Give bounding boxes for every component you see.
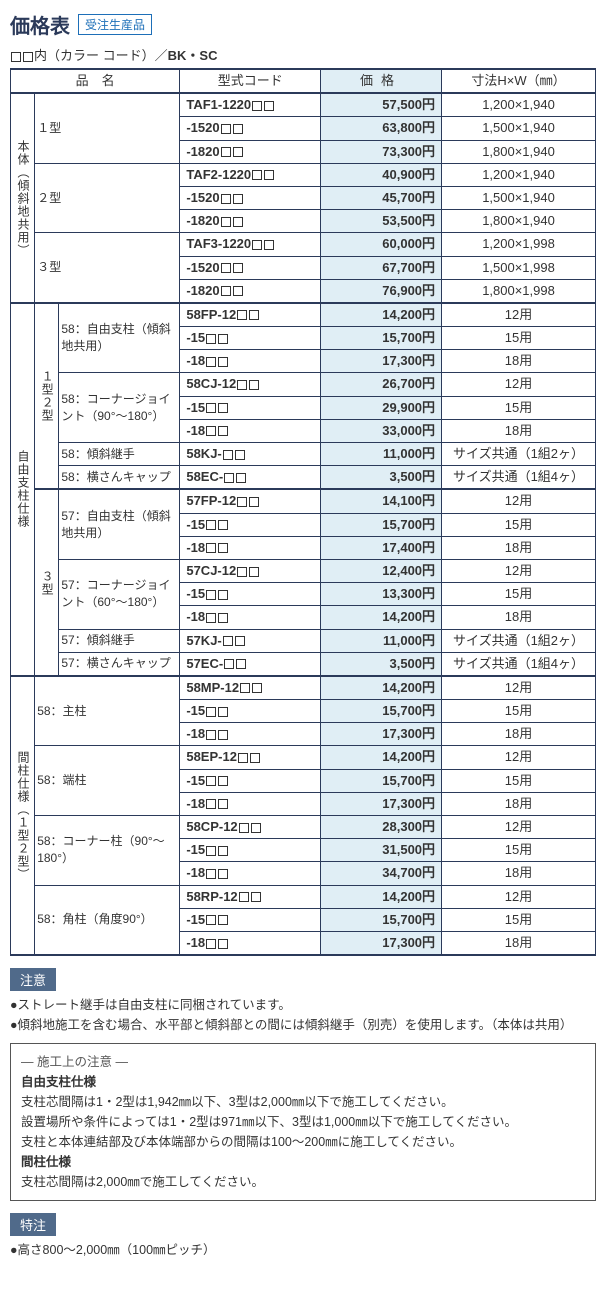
box-l3: 支柱と本体連結部及び本体端部からの間隔は100～200㎜に施工してください。: [21, 1132, 585, 1152]
type-2: ２型: [35, 163, 180, 233]
price: 57,500円: [321, 93, 442, 117]
box-h1: 自由支柱仕様: [21, 1072, 585, 1092]
note-2: ●傾斜地施工を含む場合、水平部と傾斜部との間には傾斜継手（別売）を使用します。（…: [10, 1015, 596, 1035]
type-3: ３型: [35, 233, 180, 303]
th-price: 価格: [321, 69, 442, 93]
type-3b: ３型: [35, 489, 59, 676]
box-title: ― 施工上の注意 ―: [21, 1052, 585, 1072]
label-58kj: 58：傾斜継手: [59, 443, 180, 466]
attention-label: 注意: [10, 968, 56, 991]
label-58mp: 58：主柱: [35, 676, 180, 746]
price-table: 品 名 型式コード 価格 寸法H×W（㎜） 本体（傾斜地共用） １型 TAF1-…: [10, 68, 596, 956]
label-58ep: 58：端柱: [35, 746, 180, 816]
th-name: 品 名: [11, 69, 180, 93]
note-1: ●ストレート継手は自由支柱に同梱されています。: [10, 995, 596, 1015]
box-l4: 支柱芯間隔は2,000㎜で施工してください。: [21, 1172, 585, 1192]
label-57kj: 57：傾斜継手: [59, 629, 180, 652]
box-h2: 間柱仕様: [21, 1152, 585, 1172]
dim: 1,200×1,940: [442, 93, 596, 117]
order-badge: 受注生産品: [78, 14, 152, 35]
label-57fp: 57：自由支柱（傾斜地共用）: [59, 489, 180, 559]
page-title: 価格表: [10, 10, 70, 39]
th-dim: 寸法H×W（㎜）: [442, 69, 596, 93]
box-l1: 支柱芯間隔は1・2型は1,942㎜以下、3型は2,000㎜以下で施工してください…: [21, 1092, 585, 1112]
type-12: １型２型: [35, 303, 59, 490]
label-58cp: 58：コーナー柱（90°～180°）: [35, 816, 180, 886]
group-inter: 間柱仕様（１型２型）: [11, 676, 35, 955]
label-58rp: 58：角柱（角度90°）: [35, 885, 180, 955]
special-label: 特注: [10, 1213, 56, 1236]
label-58fp: 58：自由支柱（傾斜地共用）: [59, 303, 180, 373]
th-code: 型式コード: [180, 69, 321, 93]
label-58cj: 58：コーナージョイント（90°～180°）: [59, 373, 180, 443]
special-note: ●高さ800～2,000㎜（100㎜ピッチ）: [10, 1240, 596, 1260]
group-body: 本体（傾斜地共用）: [11, 93, 35, 303]
type-1: １型: [35, 93, 180, 163]
label-57cj: 57：コーナージョイント（60°～180°）: [59, 559, 180, 629]
box-l2: 設置場所や条件によっては1・2型は971㎜以下、3型は1,000㎜以下で施工して…: [21, 1112, 585, 1132]
construction-note-box: ― 施工上の注意 ― 自由支柱仕様 支柱芯間隔は1・2型は1,942㎜以下、3型…: [10, 1043, 596, 1201]
label-58ec: 58：横さんキャップ: [59, 466, 180, 490]
subtitle: 内（カラー コード）／BK・SC: [10, 45, 596, 64]
code: TAF1-1220: [180, 93, 321, 117]
group-free: 自由支柱仕様: [11, 303, 35, 676]
label-57ec: 57：横さんキャップ: [59, 652, 180, 676]
